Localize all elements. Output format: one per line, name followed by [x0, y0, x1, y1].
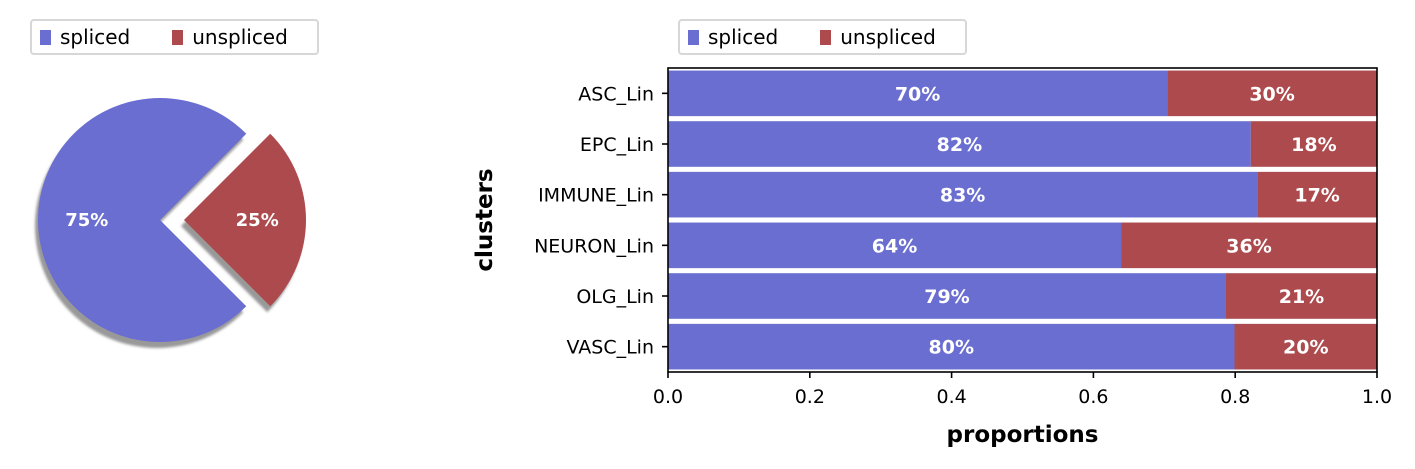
y-tick-label: EPC_Lin	[580, 134, 654, 156]
legend-label: unspliced	[192, 25, 288, 49]
x-tick-label: 0.2	[795, 386, 825, 408]
legend-label: spliced	[708, 25, 779, 49]
y-tick-label: NEURON_Lin	[534, 235, 654, 257]
plot-frame	[667, 67, 1378, 373]
legend-swatch-unspliced	[172, 29, 184, 45]
legend-swatch-unspliced	[820, 29, 832, 45]
pie-slice-spliced	[37, 97, 247, 342]
bar-legend-item-spliced: spliced	[688, 25, 778, 49]
legend-swatch-spliced	[688, 29, 699, 45]
y-tick-label: ASC_Lin	[578, 83, 654, 105]
bar-spliced-ASC_Lin	[668, 70, 1168, 117]
bar-label-unspliced-OLG_Lin: 21%	[1279, 286, 1324, 308]
pie-legend-item-unspliced: unspliced	[172, 25, 288, 49]
bar-spliced-NEURON_Lin	[668, 222, 1122, 269]
legend-label: unspliced	[840, 25, 936, 49]
pie-slice-unspliced	[184, 133, 306, 307]
bar-unspliced-IMMUNE_Lin	[1257, 171, 1377, 218]
bar-label-unspliced-NEURON_Lin: 36%	[1226, 235, 1271, 257]
pie-chart: 75% 25%	[35, 97, 306, 348]
bar-label-spliced-NEURON_Lin: 64%	[872, 235, 917, 257]
bar-label-unspliced-IMMUNE_Lin: 17%	[1294, 185, 1339, 207]
y-tick-label: VASC_Lin	[566, 337, 654, 359]
pie-legend: spliced unspliced	[30, 19, 319, 55]
bar-unspliced-ASC_Lin	[1167, 70, 1377, 117]
bar-label-unspliced-EPC_Lin: 18%	[1291, 134, 1336, 156]
x-tick-label: 0.8	[1220, 386, 1250, 408]
bar-label-spliced-IMMUNE_Lin: 83%	[940, 185, 985, 207]
bar-label-unspliced-ASC_Lin: 30%	[1249, 83, 1294, 105]
pie-legend-item-spliced: spliced	[40, 25, 130, 49]
bar-label-spliced-ASC_Lin: 70%	[895, 83, 940, 105]
bar-label-spliced-EPC_Lin: 82%	[937, 134, 982, 156]
bar-label-spliced-OLG_Lin: 79%	[924, 286, 969, 308]
y-axis-label: clusters	[472, 168, 498, 271]
bar-unspliced-VASC_Lin	[1234, 323, 1377, 370]
legend-label: spliced	[60, 25, 131, 49]
bar-spliced-OLG_Lin	[668, 273, 1226, 319]
y-tick-label: OLG_Lin	[576, 286, 654, 308]
x-tick-label: 1.0	[1362, 386, 1392, 408]
x-tick-label: 0.0	[653, 386, 683, 408]
x-tick-label: 0.4	[936, 386, 966, 408]
bar-label-spliced-VASC_Lin: 80%	[929, 337, 974, 359]
legend-swatch-spliced	[40, 29, 51, 45]
x-tick-label: 0.6	[1078, 386, 1108, 408]
bar-spliced-EPC_Lin	[668, 121, 1251, 167]
bar-unspliced-EPC_Lin	[1250, 121, 1377, 167]
bar-label-unspliced-VASC_Lin: 20%	[1283, 337, 1328, 359]
pie-label-spliced: 75%	[65, 210, 108, 231]
bar-unspliced-NEURON_Lin	[1121, 222, 1377, 269]
stacked-bar-chart: 70% 30% ASC_Lin 82% 18% EPC_Lin 83% 17% IMMUNE_L…	[472, 67, 1392, 448]
bar-spliced-VASC_Lin	[668, 323, 1235, 370]
pie-label-unspliced: 25%	[236, 210, 279, 231]
bar-unspliced-OLG_Lin	[1225, 273, 1377, 319]
bar-legend: spliced unspliced	[678, 19, 967, 55]
x-axis-label: proportions	[947, 422, 1099, 448]
bar-legend-item-unspliced: unspliced	[820, 25, 936, 49]
y-tick-label: IMMUNE_Lin	[538, 185, 654, 207]
bar-spliced-IMMUNE_Lin	[668, 171, 1258, 218]
